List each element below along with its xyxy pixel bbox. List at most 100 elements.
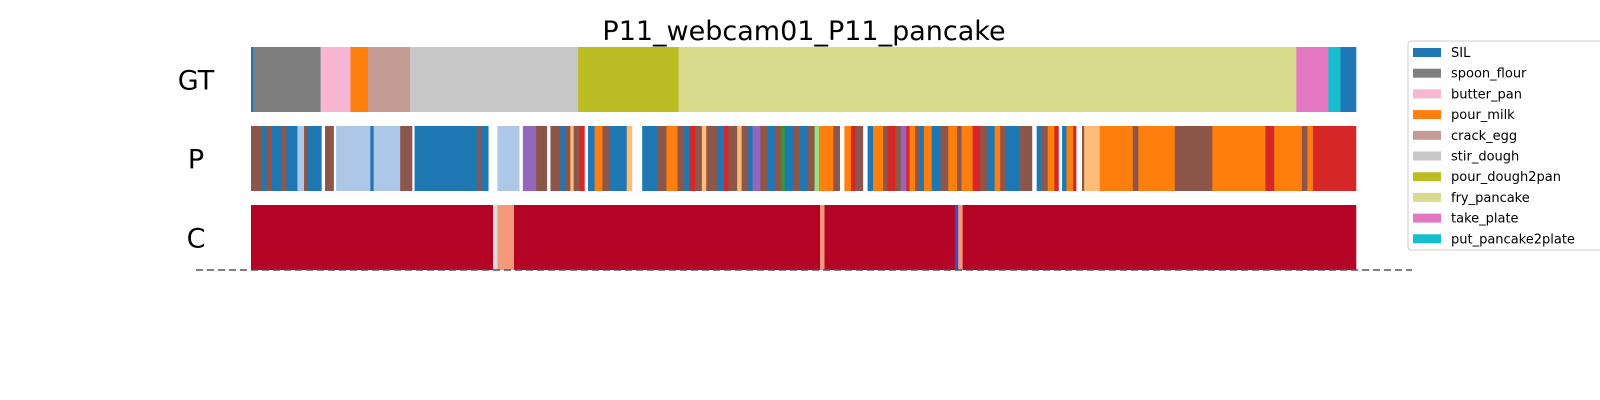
segment-SIL	[560, 126, 567, 191]
chart-title: P11_webcam01_P11_pancake	[602, 16, 1005, 47]
segment-brown	[325, 126, 335, 191]
segment-white	[547, 126, 551, 191]
segment-brown	[400, 126, 413, 191]
legend-label-SIL: SIL	[1451, 46, 1471, 61]
segment-butter-pan	[320, 47, 351, 112]
segment-brown	[266, 126, 273, 191]
segment-brown	[980, 126, 988, 191]
row-gt: GT	[178, 47, 1357, 112]
segment-pour-milk	[1212, 126, 1266, 191]
segment-red	[1265, 126, 1275, 191]
segment-red	[1312, 126, 1357, 191]
legend-swatch-pour-dough2pan	[1413, 172, 1441, 182]
segment-brown	[536, 126, 548, 191]
segment-conf-low	[493, 205, 498, 270]
segment-put-pancake2plate	[1328, 47, 1341, 112]
segment-conf-high	[251, 205, 494, 270]
segment-SIL	[480, 126, 489, 191]
legend-swatch-pour-milk	[1413, 110, 1441, 120]
segment-brown	[550, 126, 561, 191]
legend-swatch-spoon-flour	[1413, 68, 1441, 78]
segment-SIL	[919, 126, 925, 191]
legend-swatch-crack-egg	[1413, 130, 1441, 140]
segment-pour-milk	[594, 126, 603, 191]
segment-brown	[281, 126, 287, 191]
segment-green	[781, 126, 786, 191]
row-label-gt: GT	[178, 66, 215, 97]
segment-brown	[728, 126, 738, 191]
segment-SIL	[1340, 47, 1357, 112]
segment-take-plate	[1296, 47, 1329, 112]
segment-brown	[915, 126, 920, 191]
segment-brown	[793, 126, 800, 191]
segment-SIL	[286, 126, 298, 191]
segment-SIL	[799, 126, 809, 191]
segment-SIL	[717, 126, 725, 191]
segment-pour-milk	[350, 47, 369, 112]
segment-white	[519, 126, 524, 191]
segment-peach	[737, 126, 742, 191]
segment-SIL	[1036, 126, 1042, 191]
segment-brown	[657, 126, 667, 191]
segment-purple	[900, 126, 907, 191]
segment-red	[972, 126, 981, 191]
segment-SIL	[867, 126, 874, 191]
legend-label-pour-dough2pan: pour_dough2pan	[1451, 170, 1561, 185]
segment-pour-milk	[1099, 126, 1134, 191]
segment-brown	[706, 126, 718, 191]
legend-swatch-SIL	[1413, 48, 1441, 57]
segment-brown	[677, 126, 685, 191]
legend-swatch-stir-dough	[1413, 151, 1441, 161]
segment-pour-milk	[844, 126, 852, 191]
segment-pour-milk	[961, 126, 973, 191]
segment-spoon-flour	[253, 47, 321, 112]
segment-pour-milk	[994, 126, 1001, 191]
segment-brown	[1041, 126, 1048, 191]
legend-swatch-put-pancake2plate	[1413, 234, 1441, 244]
segment-lightblue	[336, 126, 371, 191]
segment-SIL	[986, 126, 995, 191]
segment-brown	[807, 126, 815, 191]
segment-lightgreen	[814, 126, 820, 191]
segment-purple	[522, 126, 537, 191]
segment-conf-mid	[497, 205, 515, 270]
segment-conf-high	[513, 205, 821, 270]
segment-lightblue	[297, 126, 305, 191]
segment-brown	[741, 126, 749, 191]
segment-white	[488, 126, 498, 191]
legend-swatch-take-plate	[1413, 213, 1441, 223]
legend: SIL spoon_flour butter_pan pour_milk crack_e…	[1407, 40, 1600, 251]
segment-SIL	[1005, 126, 1021, 191]
segment-red	[887, 126, 896, 191]
segment-brown	[774, 126, 782, 191]
segment-white	[584, 126, 589, 191]
segment-brown	[895, 126, 902, 191]
legend-label-pour-milk: pour_milk	[1451, 108, 1515, 123]
segment-white	[412, 126, 415, 191]
segment-conf-mid	[958, 205, 963, 270]
segment-brown	[957, 126, 962, 191]
segment-brown	[1020, 126, 1033, 191]
segment-SIL	[251, 47, 254, 112]
segment-brown	[1000, 126, 1007, 191]
segment-brown	[695, 126, 703, 191]
segment-white	[321, 126, 326, 191]
segment-brown	[573, 126, 580, 191]
legend-label-fry-pancake: fry_pancake	[1451, 191, 1530, 206]
segment-conf-high	[962, 205, 1357, 270]
segment-pour-milk	[948, 126, 958, 191]
segment-white	[333, 126, 337, 191]
segment-white	[1076, 126, 1083, 191]
segment-pour-milk	[1066, 126, 1074, 191]
segment-peach	[701, 126, 707, 191]
segment-SIL	[642, 126, 658, 191]
segment-crack-egg	[368, 47, 411, 112]
segment-pour-milk	[1047, 126, 1055, 191]
segment-red	[906, 126, 910, 191]
segment-brown	[477, 126, 482, 191]
row-c: C	[187, 205, 1357, 270]
segment-pour-milk	[1307, 126, 1314, 191]
segment-SIL	[931, 126, 941, 191]
segment-brown	[304, 126, 308, 191]
